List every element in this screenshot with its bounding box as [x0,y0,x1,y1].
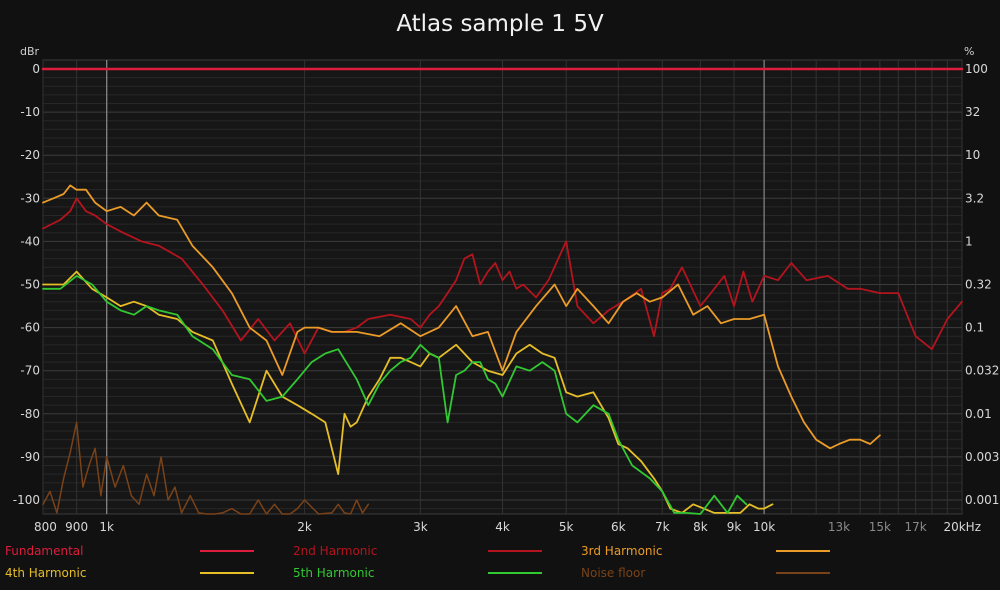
y-axis-right-unit: % [964,45,974,58]
x-tick-label: 13k [828,520,850,534]
y-tick-label-right: 0.1 [965,321,984,335]
series-line-2nd-harmonic [42,197,963,355]
y-tick-label-right: 10 [965,148,980,162]
x-tick-label: 8k [693,520,708,534]
x-tick-label: 20kHz [943,520,981,534]
y-tick-label-right: 0.032 [965,364,999,378]
y-tick-label-right: 3.2 [965,191,984,205]
y-tick-label-left: -30 [20,191,40,205]
x-tick-label: 900 [65,520,88,534]
y-tick-label-left: -100 [13,493,40,507]
y-tick-label-left: -60 [20,321,40,335]
x-tick-label: 7k [655,520,670,534]
tick-labels: 0 -10 -20 -30 -40 -50 -60 -70 -80 -90 -100 100 32 10 3… [13,62,1000,534]
x-tick-label: 5k [559,520,574,534]
y-tick-label-right: 100 [965,62,988,76]
x-tick-label: 2k [297,520,312,534]
chart-title: Atlas sample 1 5V [396,11,604,37]
legend-label: 2nd Harmonic [293,544,377,558]
y-tick-label-left: -20 [20,148,40,162]
legend-label: 3rd Harmonic [581,544,662,558]
x-tick-label: 10k [753,520,775,534]
y-tick-label-right: 1 [965,234,973,248]
legend: Fundamental 2nd Harmonic 3rd Harmonic 4th H… [5,544,830,580]
y-tick-label-right: 0.001 [965,493,999,507]
legend-label: Noise floor [581,566,645,580]
y-tick-label-right: 32 [965,105,980,119]
x-tick-label: 800 [34,520,57,534]
x-tick-label: 3k [413,520,428,534]
y-tick-label-left: 0 [32,62,40,76]
y-tick-label-right: 0.32 [965,278,992,292]
x-tick-label: 1k [99,520,114,534]
y-tick-label-left: -50 [20,278,40,292]
x-tick-label: 15k [869,520,891,534]
y-tick-label-left: -40 [20,234,40,248]
series-layer [41,67,964,515]
y-tick-label-left: -90 [20,450,40,464]
y-tick-label-right: 0.01 [965,407,992,421]
y-axis-left-unit: dBr [20,45,40,58]
legend-label: 5th Harmonic [293,566,374,580]
x-tick-label: 4k [495,520,510,534]
x-tick-label: 17k [904,520,926,534]
series-line-5th-harmonic [42,275,748,515]
x-tick-label: 6k [611,520,626,534]
y-tick-label-left: -80 [20,407,40,421]
series-line-noise-floor [42,421,370,515]
y-tick-label-left: -10 [20,105,40,119]
x-tick-label: 9k [727,520,742,534]
y-tick-label-left: -70 [20,364,40,378]
legend-label: Fundamental [5,544,84,558]
series-line-3rd-harmonic [42,184,881,450]
legend-label: 4th Harmonic [5,566,86,580]
